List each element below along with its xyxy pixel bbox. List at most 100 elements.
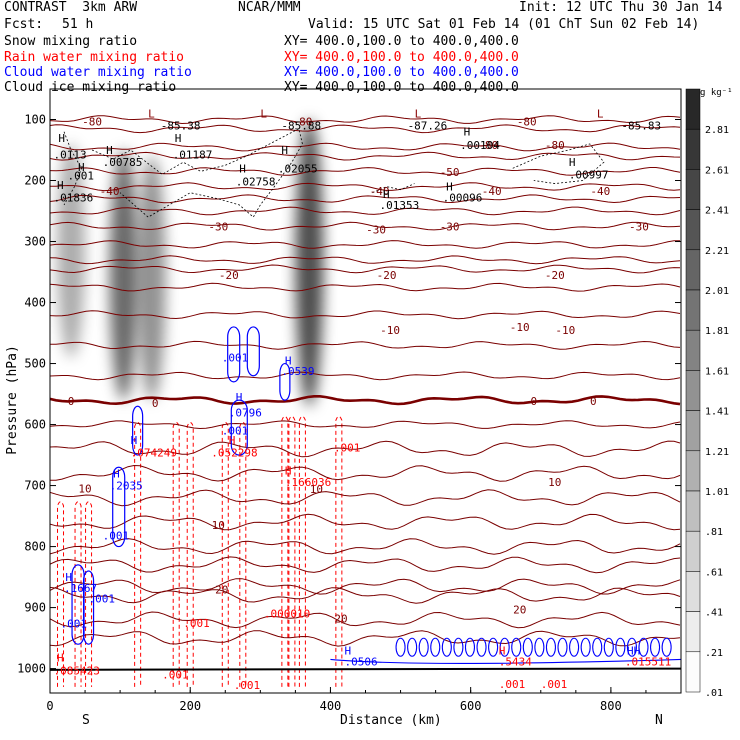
extremum-label: HH [627,644,640,657]
y-tick-label: 700 [24,479,46,493]
field-snow-name: Snow mixing ratio [4,34,138,49]
cloud-water-contour-0 [227,326,241,383]
y-tick-label: 600 [24,418,46,432]
temperature-contour-3 [50,206,681,216]
colorbar-swatch [685,450,701,492]
extremum-label: .085423 [54,664,100,677]
rain-contour-8 [281,415,289,687]
colorbar-swatch [685,490,701,532]
colorbar-label: .81 [705,527,723,538]
temperature-label: -80 [517,115,537,128]
temperature-contour-26 [50,611,681,629]
temperature-contour-11 [50,151,681,161]
temperature-label: -30 [208,220,228,233]
colorbar-label: 2.01 [705,286,729,297]
snow-column-0 [109,150,138,401]
map-outline-2 [63,131,82,206]
colorbar-swatch [685,289,701,331]
extremum-label: L [415,107,422,120]
field-snow-xy: XY= 400.0,100.0 to 400.0,400.0 [284,34,519,49]
temperature-contour-19 [50,420,681,430]
field-rain-name: Rain water mixing ratio [4,50,185,65]
extremum-label: H [57,652,64,665]
colorbar-swatch [685,329,701,371]
cloud-water-cell-21 [638,637,649,657]
colorbar-swatch [685,370,701,411]
extremum-label: .0506 [344,655,377,668]
extremum-label: .0113 [54,148,87,161]
temperature-label: 0 [590,395,597,408]
y-tick-label: 800 [24,540,46,554]
y-tick-label: 400 [24,296,46,310]
cloud-water-cell-15 [569,637,580,657]
extremum-label: .2035 [110,480,143,493]
temperature-contour-5 [50,282,681,292]
extremum-label: H [175,132,182,145]
rain-contour-0 [57,501,65,687]
temperature-contour-13 [50,221,681,231]
temperature-contour-27 [50,630,681,647]
extremum-label: .052298 [211,447,257,460]
extremum-label: H [285,354,292,367]
temperature-label: 10 [212,519,225,532]
colorbar-label: 2.41 [705,206,729,217]
cloud-water-cell-8 [488,637,499,657]
cloud-water-cell-11 [522,637,533,657]
extremum-label: -87.26 [408,120,448,133]
temperature-label: 0 [68,395,75,408]
temperature-contour-8 [50,578,681,595]
colorbar-label: 1.81 [705,326,729,337]
y-tick-label: 1000 [17,662,46,676]
extremum-label: .00997 [569,168,609,181]
surface-line [50,667,681,671]
extremum-label: .074249 [131,447,177,460]
extremum-label: H [446,181,453,194]
extremum-label: .0796 [229,406,262,419]
y-axis-title: Pressure (hPa) [5,345,20,455]
temperature-contour-25 [50,586,681,604]
extremum-label: H [239,162,246,175]
extremum-label: .5434 [499,655,532,668]
temperature-label: -80 [545,139,565,152]
extremum-label: H [131,434,138,447]
x-tick-label: 0 [46,699,53,713]
init-time: Init: 12 UTC Thu 30 Jan 14 [519,0,723,15]
colorbar-label: 1.01 [705,487,729,498]
extremum-label: .02055 [278,162,318,175]
y-tick-label: 100 [24,113,46,127]
temperature-label: -10 [555,324,575,337]
extremum-label: .00104 [460,139,500,152]
extremum-label: L [148,107,155,120]
temperature-contour-20 [50,440,681,458]
temperature-label: -20 [377,269,397,282]
extremum-label: .001 [234,679,260,692]
extremum-label: .015511 [625,655,671,668]
extremum-label: .00096 [443,192,483,205]
temperature-label: -10 [510,321,530,334]
temperature-label: 0 [152,397,159,410]
cloud-water-cell-14 [557,637,568,657]
extremum-label: H [113,467,120,480]
extremum-label: .01836 [54,192,94,205]
colorbar-label: 1.61 [705,366,729,377]
extremum-label: .1667 [64,582,97,595]
extremum-label: .001 [68,170,95,183]
colorbar-label: 2.61 [705,165,729,176]
snow-column-2 [57,143,86,358]
temperature-contour-2 [50,182,681,192]
temperature-label: 10 [310,483,323,496]
extremum-label: .0539 [281,365,314,378]
temperature-contour-24 [50,556,681,574]
x-tick-label: 600 [460,699,482,713]
extremum-label: .166036 [285,476,331,489]
field-cloudice-xy: XY= 400.0,100.0 to 400.0,400.0 [284,80,519,95]
cloud-water-cell-5 [453,637,464,657]
extremum-label: -85.88 [281,120,321,133]
cloud-water-cell-20 [626,637,637,657]
rain-contour-7 [239,421,247,687]
snow-column-1 [137,156,166,401]
cloud-water-contour-2 [279,362,291,401]
extremum-label: .001 [89,592,116,605]
extremum-label: .001 [162,669,189,682]
y-tick-label: 200 [24,174,46,188]
